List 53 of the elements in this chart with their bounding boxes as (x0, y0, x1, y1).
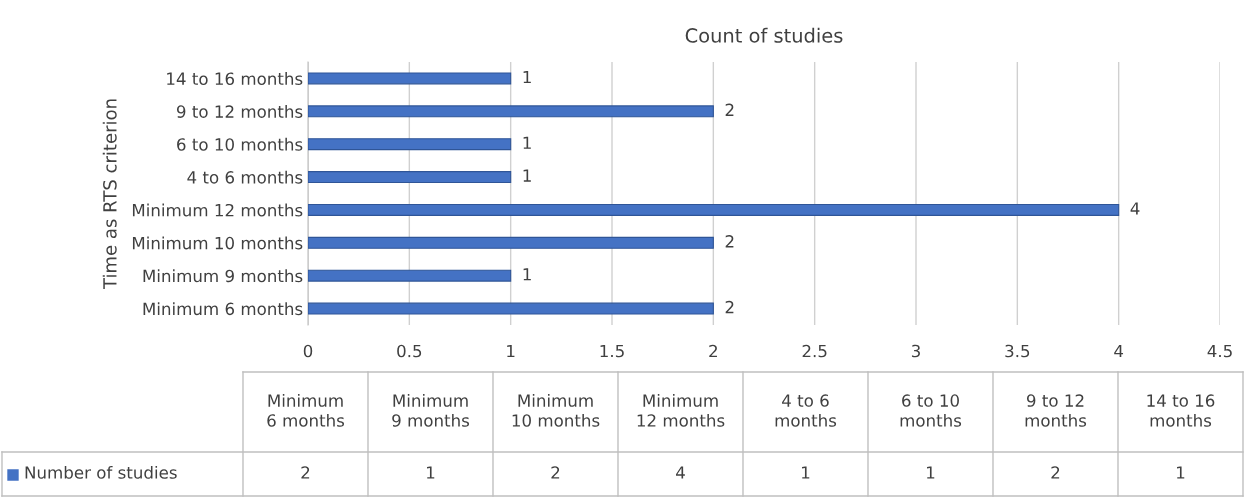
x-tick-label: 3 (911, 344, 920, 358)
category-label: Minimum 6 months (267, 393, 345, 427)
data-label: 1 (523, 169, 531, 182)
x-tick-label: 1.5 (600, 344, 624, 358)
data-label: 2 (301, 466, 310, 479)
data-label: 2 (1051, 466, 1060, 479)
y-tick-label: 6 to 10 months (177, 137, 303, 151)
category-label: 4 to 6 months (775, 394, 837, 427)
data-label: 2 (725, 103, 734, 116)
y-tick-label: 14 to 16 months (167, 72, 303, 86)
y-axis-title: Time as RTS criterion (102, 99, 117, 290)
category-label: Minimum 12 months (637, 393, 725, 427)
chart-title: Count of studies (685, 27, 843, 43)
y-tick-label: Minimum 9 months (143, 269, 303, 283)
category-label: 9 to 12 months (1025, 394, 1087, 427)
y-tick-label: 9 to 12 months (176, 104, 303, 118)
category-label: Minimum 9 months (392, 393, 470, 427)
bar (308, 72, 512, 85)
y-tick-label: Minimum 10 months (132, 236, 303, 250)
bar (308, 269, 512, 282)
x-tick-label: 2.5 (802, 344, 827, 358)
x-tick-label: 4 (1114, 344, 1124, 358)
data-label: 2 (551, 466, 560, 479)
data-label: 1 (427, 466, 435, 479)
data-label: 1 (523, 136, 531, 149)
bar (308, 171, 512, 184)
data-label: 1 (523, 70, 531, 84)
x-tick-label: 2 (709, 344, 717, 358)
data-label: 4 (676, 466, 685, 479)
legend-label: Number of studies (25, 465, 177, 479)
bar (308, 302, 714, 315)
data-label: 4 (1130, 202, 1140, 215)
data-label: 2 (725, 300, 734, 314)
x-tick-label: 0.5 (397, 344, 422, 358)
x-tick-label: 1 (507, 344, 515, 358)
y-tick-label: Minimum 6 months (143, 302, 303, 316)
data-label: 1 (1177, 466, 1185, 479)
category-label: 6 to 10 months (900, 394, 962, 427)
category-label: Minimum 10 months (512, 393, 600, 427)
y-tick-label: 4 to 6 months (187, 170, 303, 184)
bar (308, 138, 512, 151)
bar (308, 203, 1120, 216)
x-tick-label: 4.5 (1207, 344, 1232, 358)
y-tick-label: Minimum 12 months (132, 203, 303, 217)
data-label: 2 (725, 235, 734, 248)
data-label: 1 (802, 466, 810, 479)
bar (308, 236, 714, 249)
data-label: 1 (523, 268, 531, 281)
x-tick-label: 3.5 (1005, 344, 1030, 358)
category-label: 14 to 16 months (1147, 394, 1215, 427)
bar (308, 105, 714, 118)
x-tick-label: 0 (303, 344, 313, 358)
data-label: 1 (927, 466, 935, 479)
